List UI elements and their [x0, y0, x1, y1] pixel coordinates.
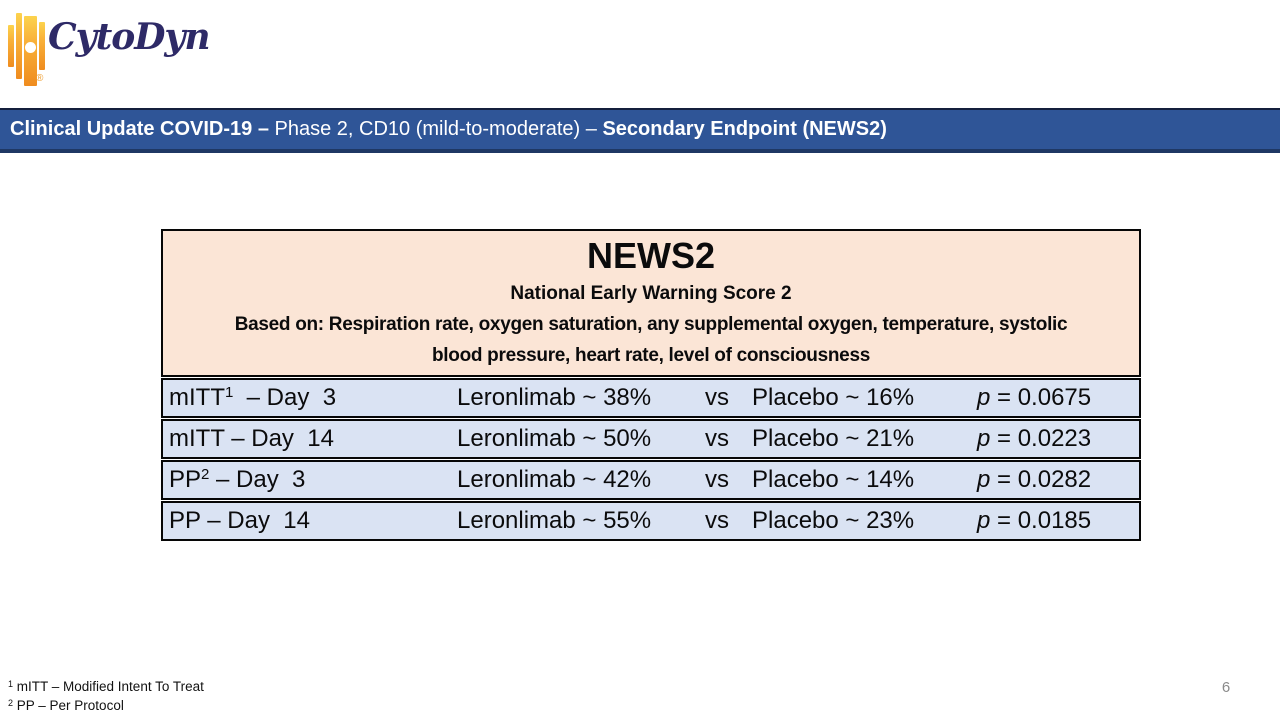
- placebo-value: Placebo ~ 21%: [752, 425, 915, 452]
- p-value: p = 0.0223: [977, 425, 1092, 452]
- superscript: 2: [8, 698, 14, 708]
- table-row: PP – Day 14 Leronlimab ~ 55% vs Placebo …: [161, 501, 1141, 541]
- logo-bar: [8, 25, 14, 67]
- row-label: mITT – Day 14: [169, 425, 334, 452]
- news2-table-header: NEWS2 National Early Warning Score 2 Bas…: [161, 229, 1141, 377]
- footnotes: 1 mITT – Modified Intent To Treat 2 PP –…: [8, 678, 204, 716]
- p-value: p = 0.0185: [977, 507, 1092, 534]
- p-value: p = 0.0675: [977, 384, 1092, 411]
- vs-label: vs: [705, 507, 729, 534]
- vs-label: vs: [705, 425, 729, 452]
- table-title: NEWS2: [586, 235, 716, 276]
- placebo-value: Placebo ~ 14%: [752, 466, 915, 493]
- p-value: p = 0.0282: [977, 466, 1092, 493]
- title-segment-bold: Secondary Endpoint (NEWS2): [602, 118, 887, 140]
- row-label: mITT1 – Day 3: [169, 384, 337, 411]
- leronlimab-value: Leronlimab ~ 38%: [457, 384, 652, 411]
- cytodyn-logo: ® CytoDyn: [6, 8, 246, 98]
- logo-bar: [16, 13, 22, 79]
- footnote-mitt: 1 mITT – Modified Intent To Treat: [8, 679, 204, 694]
- logo-circle: [25, 42, 36, 53]
- slide-title: Clinical Update COVID-19 – Phase 2, CD10…: [0, 110, 1280, 149]
- page-number: 6: [1221, 679, 1231, 696]
- table-basis-line1: Based on: Respiration rate, oxygen satur…: [234, 314, 1068, 335]
- vs-label: vs: [705, 466, 729, 493]
- cytodyn-logo-icon: ®: [8, 11, 50, 93]
- table-basis-line2: blood pressure, heart rate, level of con…: [432, 345, 870, 366]
- title-segment-regular: Phase 2, CD10 (mild-to-moderate) –: [274, 118, 603, 140]
- superscript: 1: [8, 679, 14, 689]
- leronlimab-value: Leronlimab ~ 55%: [457, 507, 652, 534]
- placebo-value: Placebo ~ 23%: [752, 507, 915, 534]
- title-bar-bottom-line: [0, 149, 1280, 153]
- table-row: PP2 – Day 3 Leronlimab ~ 42% vs Placebo …: [161, 460, 1141, 500]
- table-row: mITT – Day 14 Leronlimab ~ 50% vs Placeb…: [161, 419, 1141, 459]
- news2-table: NEWS2 National Early Warning Score 2 Bas…: [161, 229, 1141, 541]
- registered-mark: ®: [36, 73, 44, 84]
- row-label: PP2 – Day 3: [169, 466, 306, 493]
- row-label: PP – Day 14: [169, 507, 310, 534]
- slide-title-bar: Clinical Update COVID-19 – Phase 2, CD10…: [0, 108, 1280, 153]
- placebo-value: Placebo ~ 16%: [752, 384, 915, 411]
- title-bar-top-line: [0, 108, 1280, 110]
- title-segment-bold: Clinical Update COVID-19 –: [10, 118, 275, 140]
- leronlimab-value: Leronlimab ~ 42%: [457, 466, 652, 493]
- leronlimab-value: Leronlimab ~ 50%: [457, 425, 652, 452]
- superscript: 2: [201, 466, 210, 483]
- footnote-pp: 2 PP – Per Protocol: [8, 698, 124, 713]
- table-subtitle: National Early Warning Score 2: [510, 283, 792, 304]
- superscript: 1: [224, 384, 234, 401]
- table-row: mITT1 – Day 3 Leronlimab ~ 38% vs Placeb…: [161, 378, 1141, 418]
- logo-wordmark: CytoDyn: [48, 16, 211, 58]
- vs-label: vs: [705, 384, 729, 411]
- logo-bar: [39, 22, 45, 70]
